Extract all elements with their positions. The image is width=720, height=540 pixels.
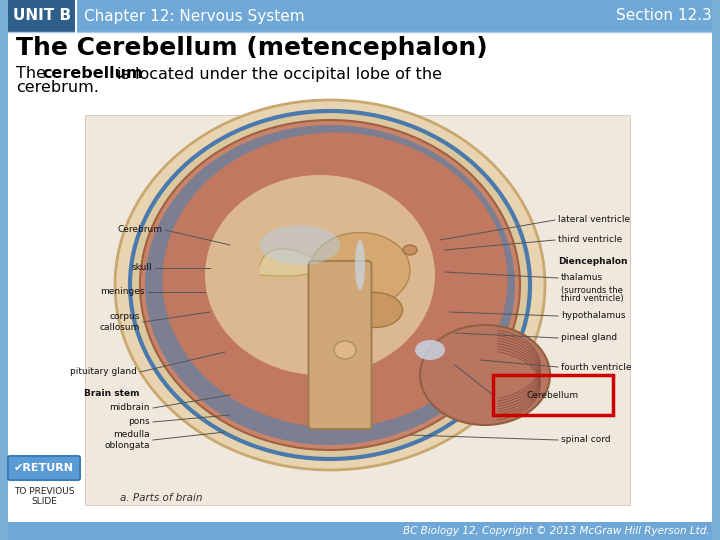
Ellipse shape (355, 240, 365, 290)
Text: pons: pons (128, 417, 150, 427)
Bar (8, 0, 76, 32)
Ellipse shape (145, 125, 515, 445)
Bar (493, 375, 613, 415)
Text: pineal gland: pineal gland (561, 334, 617, 342)
Text: Brain stem: Brain stem (84, 388, 140, 397)
Text: TO PREVIOUS: TO PREVIOUS (14, 488, 74, 496)
Text: ✔RETURN: ✔RETURN (14, 463, 74, 473)
Ellipse shape (140, 120, 520, 450)
Text: The: The (16, 66, 51, 82)
Text: lateral ventricle: lateral ventricle (558, 215, 630, 225)
Ellipse shape (310, 233, 410, 307)
Ellipse shape (415, 340, 445, 360)
Ellipse shape (163, 132, 508, 428)
Text: pituitary gland: pituitary gland (70, 368, 137, 376)
Text: spinal cord: spinal cord (561, 435, 611, 444)
Ellipse shape (115, 100, 545, 470)
Text: hypothalamus: hypothalamus (561, 312, 626, 321)
Text: cerebrum.: cerebrum. (16, 80, 99, 96)
Ellipse shape (334, 341, 356, 359)
Bar (712, 0, 720, 540)
Text: medulla
oblongata: medulla oblongata (104, 430, 150, 450)
FancyBboxPatch shape (8, 456, 80, 480)
Text: skull: skull (131, 264, 152, 273)
Bar (0, 0, 8, 540)
PathPatch shape (260, 249, 318, 269)
Text: third ventricle: third ventricle (558, 235, 622, 245)
Text: Cerebrum: Cerebrum (117, 226, 162, 234)
Ellipse shape (130, 111, 530, 459)
Bar (85, 115, 630, 505)
Text: third ventricle): third ventricle) (561, 294, 624, 303)
Ellipse shape (260, 225, 340, 265)
Text: Chapter 12: Nervous System: Chapter 12: Nervous System (84, 9, 305, 24)
Text: is located under the occipital lobe of the: is located under the occipital lobe of t… (112, 66, 442, 82)
Text: a. Parts of brain: a. Parts of brain (120, 493, 202, 503)
Text: midbrain: midbrain (109, 403, 150, 413)
Text: meninges: meninges (101, 287, 145, 296)
Text: BC Biology 12, Copyright © 2013 McGraw Hill Ryerson Ltd.: BC Biology 12, Copyright © 2013 McGraw H… (403, 526, 710, 536)
Ellipse shape (420, 325, 550, 425)
Bar (0, 522, 720, 540)
FancyBboxPatch shape (308, 261, 372, 429)
Text: Diencephalon: Diencephalon (558, 258, 628, 267)
Ellipse shape (348, 293, 402, 327)
Text: SLIDE: SLIDE (31, 496, 57, 505)
Text: UNIT B: UNIT B (13, 9, 71, 24)
Ellipse shape (205, 175, 435, 375)
Text: Cerebellum: Cerebellum (527, 390, 579, 400)
Ellipse shape (403, 245, 417, 255)
Text: thalamus: thalamus (561, 273, 603, 282)
Text: (surrounds the: (surrounds the (561, 286, 623, 294)
Text: fourth ventricle: fourth ventricle (561, 362, 631, 372)
Text: Section 12.3: Section 12.3 (616, 9, 712, 24)
Text: corpus
callosum: corpus callosum (99, 312, 140, 332)
Text: The Cerebellum (metencephalon): The Cerebellum (metencephalon) (16, 36, 487, 60)
Bar (0, 0, 720, 32)
Text: cerebellum: cerebellum (42, 66, 143, 82)
